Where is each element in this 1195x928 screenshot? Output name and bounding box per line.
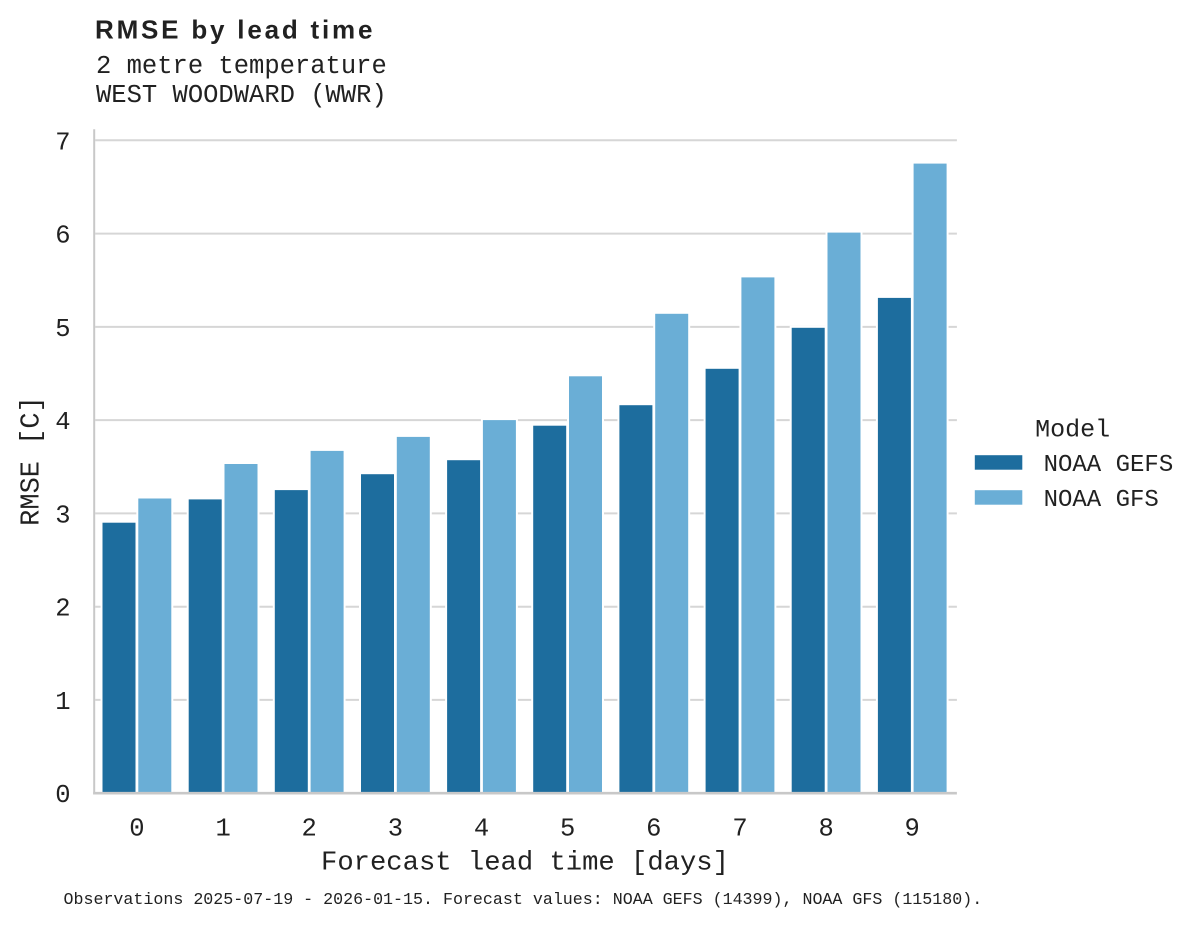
svg-text:7: 7 bbox=[732, 815, 747, 844]
svg-text:2 metre temperature: 2 metre temperature bbox=[96, 52, 387, 81]
svg-text:3: 3 bbox=[388, 815, 403, 844]
svg-text:5: 5 bbox=[55, 315, 70, 344]
svg-text:2: 2 bbox=[55, 595, 70, 624]
svg-text:NOAA GEFS: NOAA GEFS bbox=[1044, 452, 1174, 479]
svg-text:6: 6 bbox=[646, 815, 661, 844]
svg-text:RMSE [C]: RMSE [C] bbox=[18, 396, 48, 526]
svg-text:RMSE by lead time: RMSE by lead time bbox=[95, 15, 375, 45]
svg-text:WEST WOODWARD (WWR): WEST WOODWARD (WWR) bbox=[96, 81, 387, 110]
svg-text:7: 7 bbox=[55, 128, 70, 157]
svg-text:6: 6 bbox=[55, 222, 70, 251]
svg-text:Forecast lead time [days]: Forecast lead time [days] bbox=[321, 848, 729, 879]
svg-text:4: 4 bbox=[55, 408, 70, 437]
svg-text:1: 1 bbox=[55, 688, 70, 717]
svg-text:Observations 2025-07-19 - 2026: Observations 2025-07-19 - 2026-01-15. Fo… bbox=[64, 890, 983, 909]
svg-text:4: 4 bbox=[474, 815, 489, 844]
svg-text:NOAA GFS: NOAA GFS bbox=[1044, 487, 1159, 514]
svg-text:3: 3 bbox=[55, 501, 70, 530]
svg-text:0: 0 bbox=[55, 781, 70, 810]
svg-text:9: 9 bbox=[905, 815, 920, 844]
svg-text:Model: Model bbox=[1035, 415, 1110, 444]
svg-text:1: 1 bbox=[215, 815, 230, 844]
svg-text:5: 5 bbox=[560, 815, 575, 844]
svg-text:8: 8 bbox=[818, 815, 833, 844]
svg-text:0: 0 bbox=[129, 815, 144, 844]
svg-text:2: 2 bbox=[302, 815, 317, 844]
